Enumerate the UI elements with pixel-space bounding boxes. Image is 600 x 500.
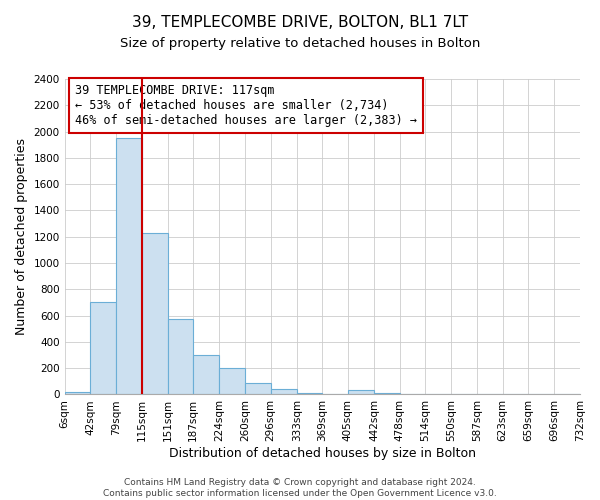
Bar [167,319,193,394]
Text: Contains HM Land Registry data © Crown copyright and database right 2024.
Contai: Contains HM Land Registry data © Crown c… [103,478,497,498]
Bar [220,368,245,394]
Bar [271,388,297,394]
Bar [116,138,142,394]
Y-axis label: Number of detached properties: Number of detached properties [15,138,28,335]
Bar [90,302,116,394]
Bar [142,233,167,394]
Bar [193,355,220,395]
Bar [65,392,90,394]
Text: 39, TEMPLECOMBE DRIVE, BOLTON, BL1 7LT: 39, TEMPLECOMBE DRIVE, BOLTON, BL1 7LT [132,15,468,30]
Bar [374,393,400,394]
X-axis label: Distribution of detached houses by size in Bolton: Distribution of detached houses by size … [169,447,476,460]
Text: Size of property relative to detached houses in Bolton: Size of property relative to detached ho… [120,38,480,51]
Bar [348,390,374,394]
Text: 39 TEMPLECOMBE DRIVE: 117sqm
← 53% of detached houses are smaller (2,734)
46% of: 39 TEMPLECOMBE DRIVE: 117sqm ← 53% of de… [75,84,417,126]
Bar [245,384,271,394]
Bar [297,393,322,394]
